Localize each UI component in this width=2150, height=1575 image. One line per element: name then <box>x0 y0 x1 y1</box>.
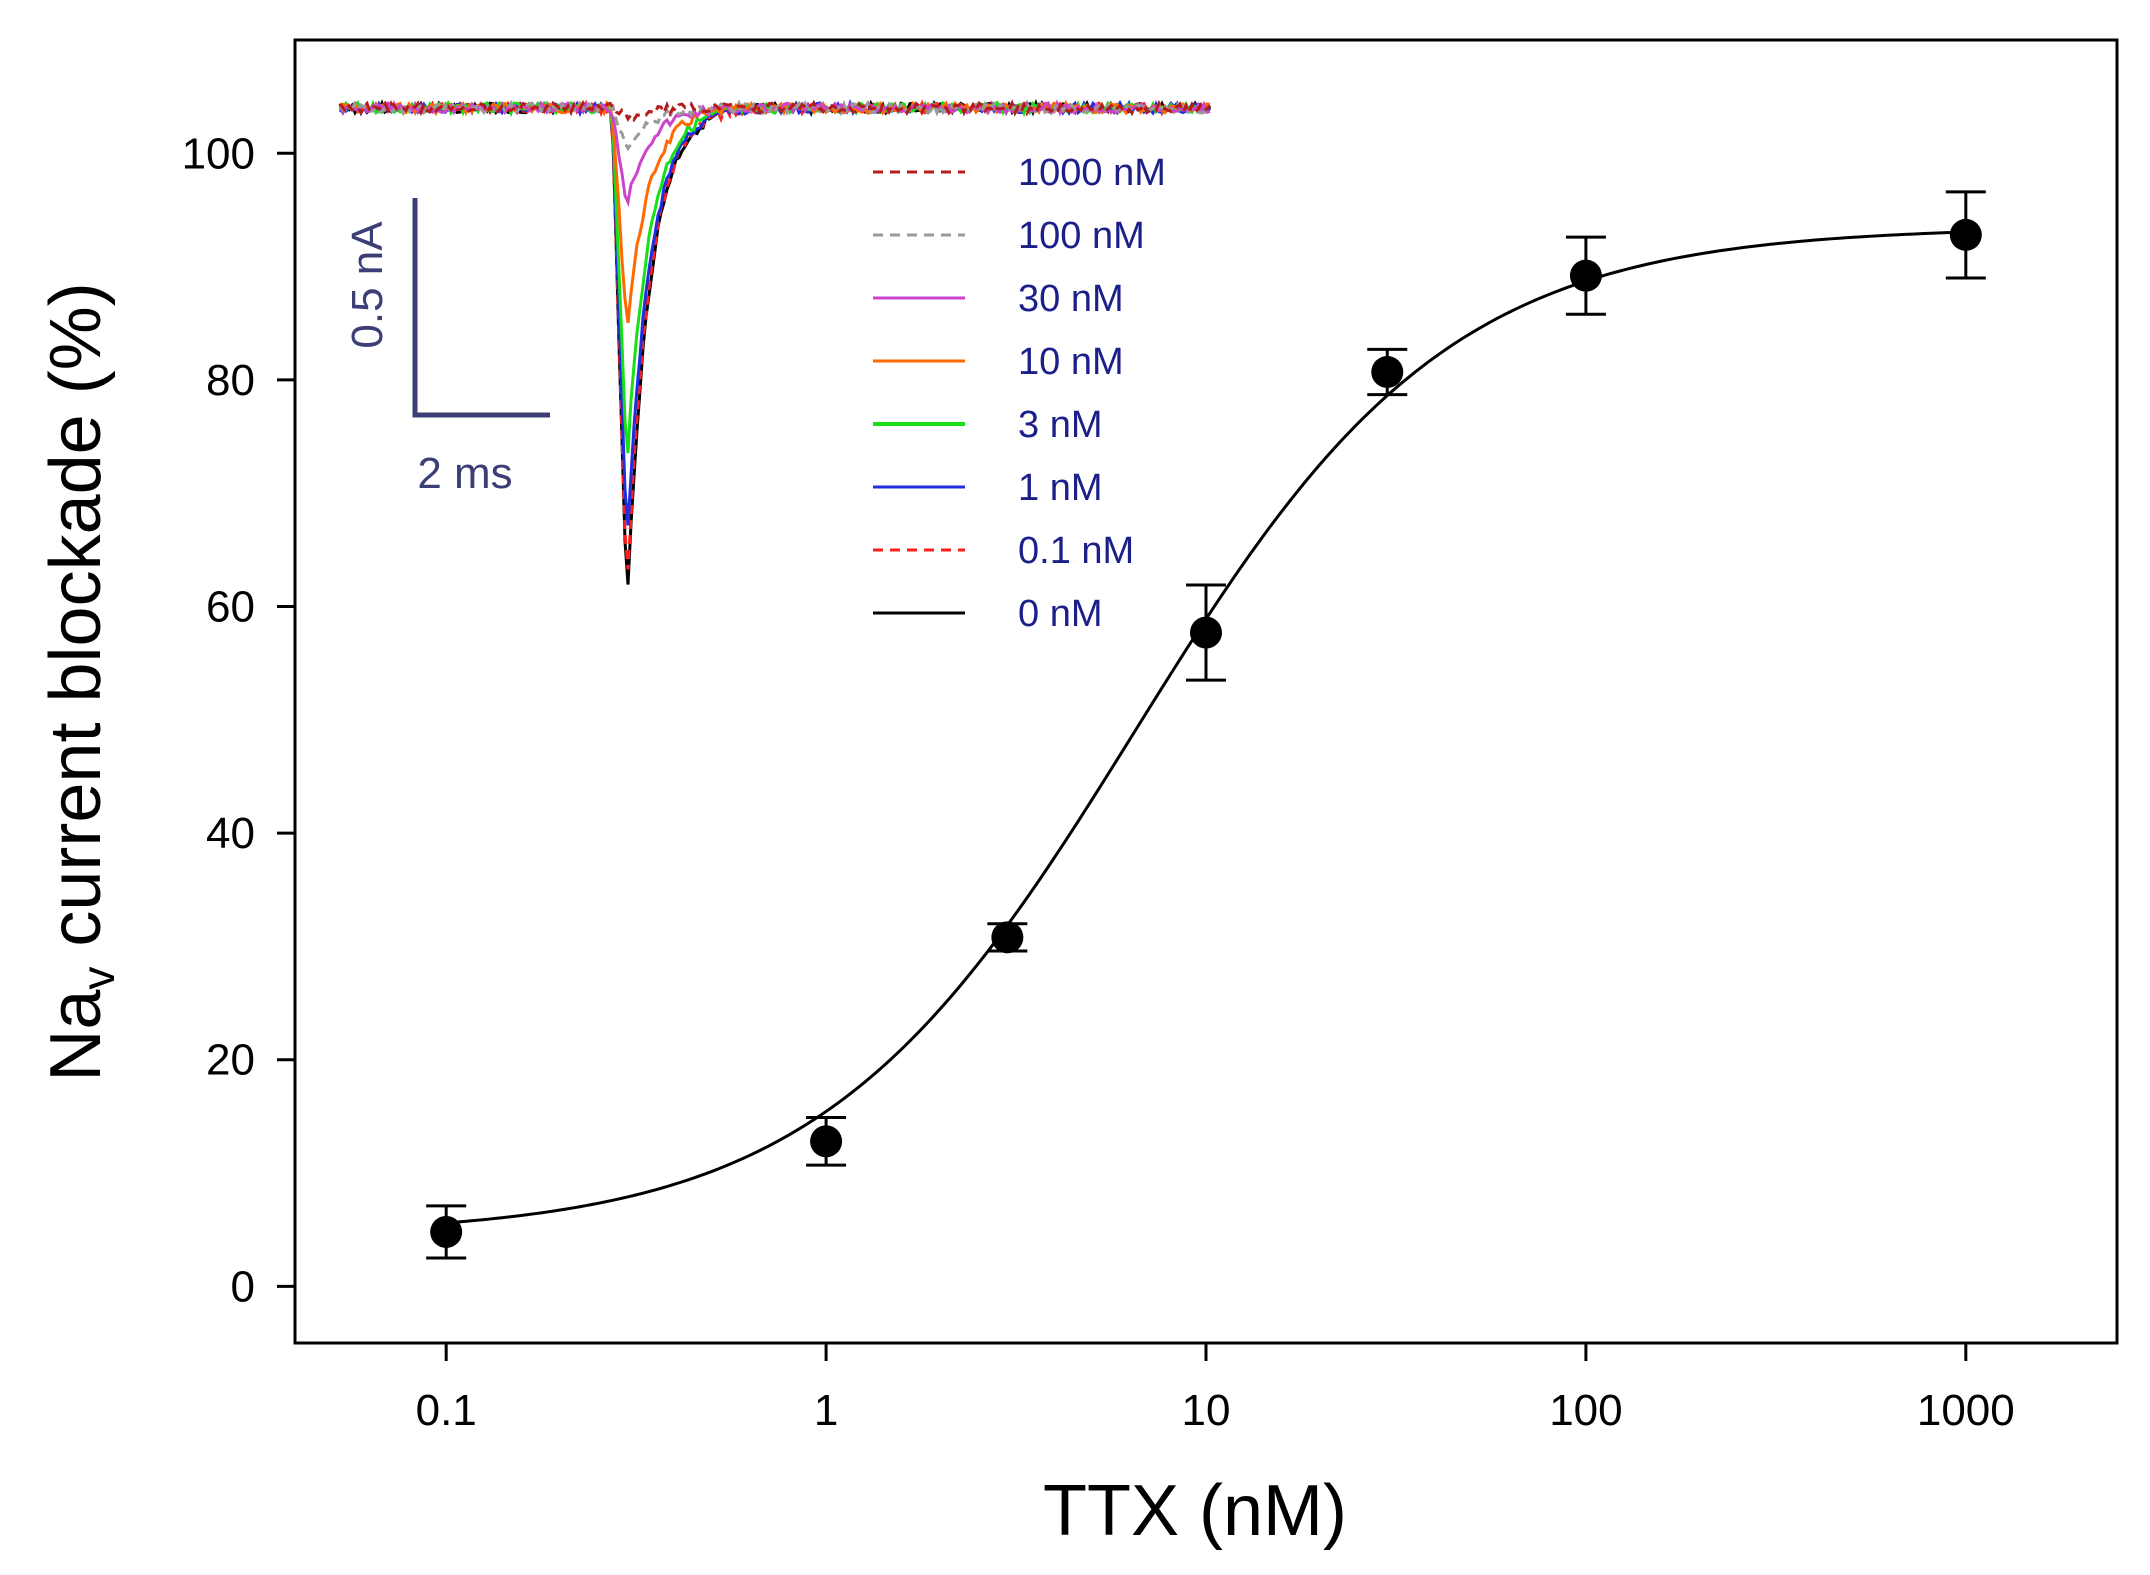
legend-label: 30 nM <box>1018 278 1124 320</box>
data-point-group <box>1367 347 1408 397</box>
legend-label: 100 nM <box>1018 215 1145 257</box>
y-tick-label: 80 <box>206 356 255 405</box>
y-axis-title-main: Na <box>36 989 116 1082</box>
x-tick-label: 1000 <box>1917 1386 2015 1435</box>
data-point <box>810 1125 843 1158</box>
legend-label: 3 nM <box>1018 404 1102 446</box>
y-tick-label: 0 <box>231 1262 255 1311</box>
legend-label: 1000 nM <box>1018 152 1166 194</box>
x-tick-label: 1 <box>814 1386 838 1435</box>
x-axis-title: TTX (nM) <box>1043 1471 1347 1551</box>
y-tick-label: 20 <box>206 1036 255 1085</box>
current-trace <box>338 99 1211 152</box>
x-tick-label: 0.1 <box>416 1386 477 1435</box>
legend-label: 0 nM <box>1018 593 1102 635</box>
scale-bar-time-label: 2 ms <box>417 449 512 498</box>
data-point-group <box>1186 583 1226 682</box>
data-point <box>991 921 1024 954</box>
legend: 1000 nM 100 nM 30 nM 10 nM 3 nM 1 nM 0.1 nM 0 n… <box>873 152 1166 635</box>
y-tick-label: 100 <box>182 129 255 178</box>
x-tick-label: 100 <box>1549 1386 1622 1435</box>
current-trace <box>338 98 1212 123</box>
y-axis-title: Nav current blockade (%) <box>36 282 124 1081</box>
data-point <box>1949 218 1982 251</box>
data-point-group <box>426 1204 467 1260</box>
legend-label: 0.1 nM <box>1018 530 1134 572</box>
scale-bar <box>412 198 550 418</box>
y-tick-label: 40 <box>206 809 255 858</box>
data-point-group <box>987 921 1028 954</box>
data-point <box>430 1215 463 1248</box>
y-tick-label: 60 <box>206 583 255 632</box>
y-axis-title-rest: current blockade (%) <box>36 282 116 966</box>
y-axis-title-subscript: v <box>72 967 124 990</box>
data-point <box>1190 616 1222 649</box>
data-point-group <box>806 1116 847 1167</box>
data-point-group <box>1565 235 1606 316</box>
data-point <box>1371 355 1404 388</box>
x-tick-label: 10 <box>1182 1386 1231 1435</box>
data-point-group <box>1945 190 1986 280</box>
scale-bar-current-label: 0.5 nA <box>343 221 392 349</box>
data-point <box>1569 259 1602 292</box>
legend-label: 1 nM <box>1018 467 1102 509</box>
legend-label: 10 nM <box>1018 341 1124 383</box>
